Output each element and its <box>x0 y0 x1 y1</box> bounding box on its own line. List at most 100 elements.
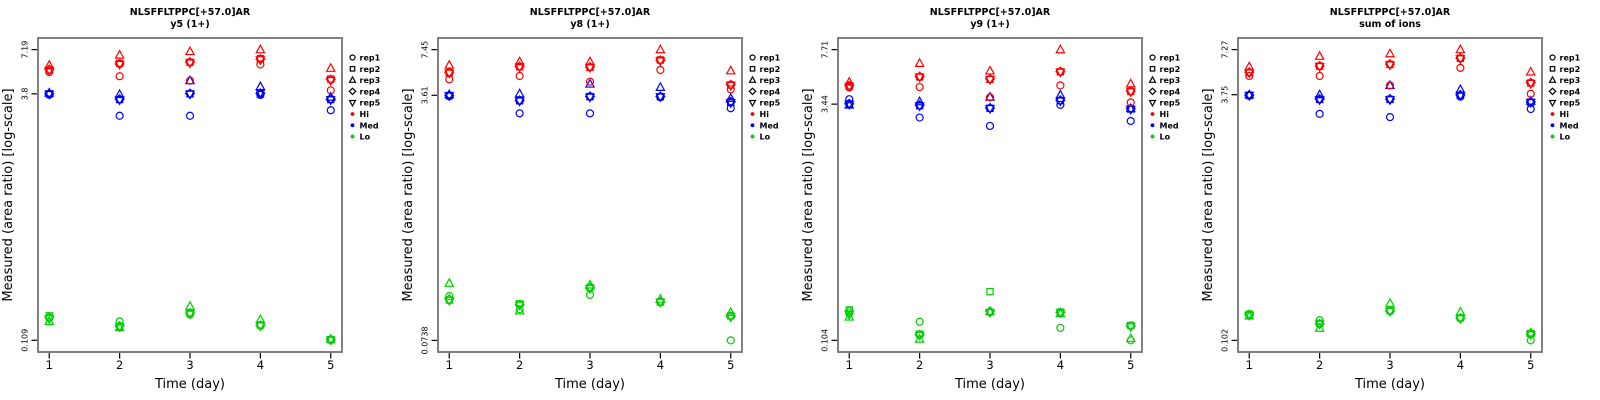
legend-label-rep1: rep1 <box>1160 54 1181 63</box>
series-hi <box>844 43 1136 107</box>
point-hi-day2-rep5 <box>1314 62 1325 73</box>
point-lo-day1-rep5 <box>844 311 855 321</box>
square-legend-icon <box>749 65 756 72</box>
point-lo-day5-rep3 <box>325 333 336 343</box>
y-tick-label: 0.102 <box>1221 329 1230 352</box>
triangle-down-legend-icon <box>1148 99 1157 108</box>
point-hi-day3-rep1 <box>1385 81 1395 90</box>
point-hi-day5-rep3 <box>725 65 736 75</box>
point-med-day1-rep5 <box>1244 91 1255 102</box>
point-med-day2-rep3 <box>514 88 525 98</box>
y-axis: 7.45 3.61 0.0738 <box>421 41 438 354</box>
diamond-legend-icon <box>1548 87 1557 96</box>
point-lo-day5-rep5 <box>325 336 336 346</box>
point-lo-day3-rep3 <box>984 306 996 316</box>
panel-title: NLSFFLTPPC[+57.0]AR <box>130 7 251 18</box>
triangle-up-legend-icon <box>748 75 757 83</box>
point-lo-day2-rep3 <box>914 333 925 343</box>
panel-y8-1plus: NLSFFLTPPC[+57.0]AR y8 (1+) 7.45 3.61 0.0738… <box>400 0 800 400</box>
point-hi-day1-rep5 <box>844 82 855 93</box>
point-lo-day4-rep5 <box>1455 315 1466 325</box>
legend-label-rep2: rep2 <box>760 65 781 74</box>
panel-y5-1plus: NLSFFLTPPC[+57.0]AR y5 (1+) 7.19 3.8 0.109 1 2… <box>0 0 400 400</box>
x-axis-title: Time (day) <box>154 377 225 392</box>
panel-subtitle: y9 (1+) <box>970 19 1009 30</box>
panel-subtitle: sum of ions <box>1359 19 1421 30</box>
point-med-day1-rep5 <box>44 90 55 100</box>
hi-dot-icon <box>750 112 755 116</box>
med-dot-icon <box>1150 123 1155 128</box>
point-med-day5-rep1 <box>726 104 735 113</box>
point-lo-day5-rep5 <box>1125 323 1136 333</box>
x-tick-label: 4 <box>257 358 264 372</box>
x-axis: 1 2 3 4 5 <box>46 352 334 372</box>
data-points <box>844 43 1136 345</box>
legend-label-rep5: rep5 <box>1160 99 1181 108</box>
point-hi-day1-rep5 <box>1244 69 1255 79</box>
point-lo-day1-rep5 <box>444 296 455 307</box>
series-med <box>844 89 1136 131</box>
point-hi-day3-rep1 <box>985 93 995 102</box>
x-tick-label: 1 <box>846 358 853 372</box>
square-legend-icon <box>349 65 356 72</box>
point-med-day3-rep5 <box>184 90 196 100</box>
point-lo-day3-rep2 <box>986 287 994 296</box>
y-axis-title: Measured (area ratio) [log-scale] <box>401 88 416 301</box>
legend-label-rep3: rep3 <box>1560 76 1581 85</box>
series-med <box>444 78 736 118</box>
med-dot-icon <box>1550 123 1555 128</box>
point-lo-day2-rep5 <box>914 331 925 341</box>
point-lo-day5-rep3 <box>725 306 736 317</box>
y-axis-title: Measured (area ratio) [log-scale] <box>1 88 16 301</box>
point-hi-day3-rep3 <box>184 45 196 56</box>
triangle-up-legend-icon <box>1548 75 1557 83</box>
legend-label-rep2: rep2 <box>1560 65 1581 74</box>
panel-title: NLSFFLTPPC[+57.0]AR <box>1330 7 1451 18</box>
x-tick-label: 3 <box>586 358 593 372</box>
x-axis: 1 2 3 4 5 <box>1246 352 1534 372</box>
point-hi-day3-rep5 <box>184 59 196 69</box>
data-points <box>1244 43 1536 345</box>
point-med-day3-rep1 <box>1385 113 1395 122</box>
hi-dot-icon <box>1550 112 1555 116</box>
point-lo-day4-rep5 <box>255 322 266 332</box>
circle-legend-icon <box>1149 54 1156 61</box>
legend-label-rep2: rep2 <box>360 65 381 74</box>
series-lo <box>844 287 1136 345</box>
point-hi-day4-rep3 <box>1455 43 1466 54</box>
point-hi-day2-rep5 <box>914 73 925 83</box>
x-tick-label: 4 <box>1057 358 1064 372</box>
point-med-day4-rep5 <box>655 93 666 103</box>
diamond-legend-icon <box>1148 87 1157 96</box>
panel-sum-of-ions: NLSFFLTPPC[+57.0]AR sum of ions 7.27 3.75 0.… <box>1200 0 1600 400</box>
point-lo-day2-rep1 <box>915 317 924 326</box>
x-tick-label: 5 <box>1527 358 1534 372</box>
point-hi-day4-rep1 <box>1456 63 1465 72</box>
point-lo-day1-rep1 <box>445 292 454 301</box>
point-hi-day3-rep1 <box>585 77 595 86</box>
x-axis: 1 2 3 4 5 <box>846 352 1134 372</box>
x-tick-label: 5 <box>727 358 734 372</box>
triangle-down-legend-icon <box>748 99 757 108</box>
point-hi-day2-rep3 <box>1314 50 1325 60</box>
legend-label-hi: Hi <box>1560 110 1570 119</box>
legend-label-lo: Lo <box>1160 133 1171 142</box>
point-hi-day4-rep3 <box>255 43 266 54</box>
data-points <box>444 43 736 345</box>
point-med-day3-rep1 <box>185 111 195 120</box>
point-med-day3-rep1 <box>985 121 995 131</box>
point-hi-day3-rep3 <box>984 65 996 75</box>
circle-legend-icon <box>349 54 356 61</box>
point-med-day2-rep3 <box>914 95 925 106</box>
circle-legend-icon <box>749 54 756 61</box>
point-lo-day2-rep5 <box>514 301 525 311</box>
point-hi-day3-rep3 <box>1384 48 1396 58</box>
point-hi-day5-rep1 <box>1526 89 1535 98</box>
point-hi-day4-rep3 <box>1055 43 1066 54</box>
point-med-day3-rep3 <box>984 91 996 101</box>
point-med-day5-rep5 <box>725 99 736 109</box>
point-med-day4-rep3 <box>1055 89 1066 99</box>
x-tick-label: 1 <box>446 358 453 372</box>
x-tick-label: 2 <box>916 358 923 372</box>
